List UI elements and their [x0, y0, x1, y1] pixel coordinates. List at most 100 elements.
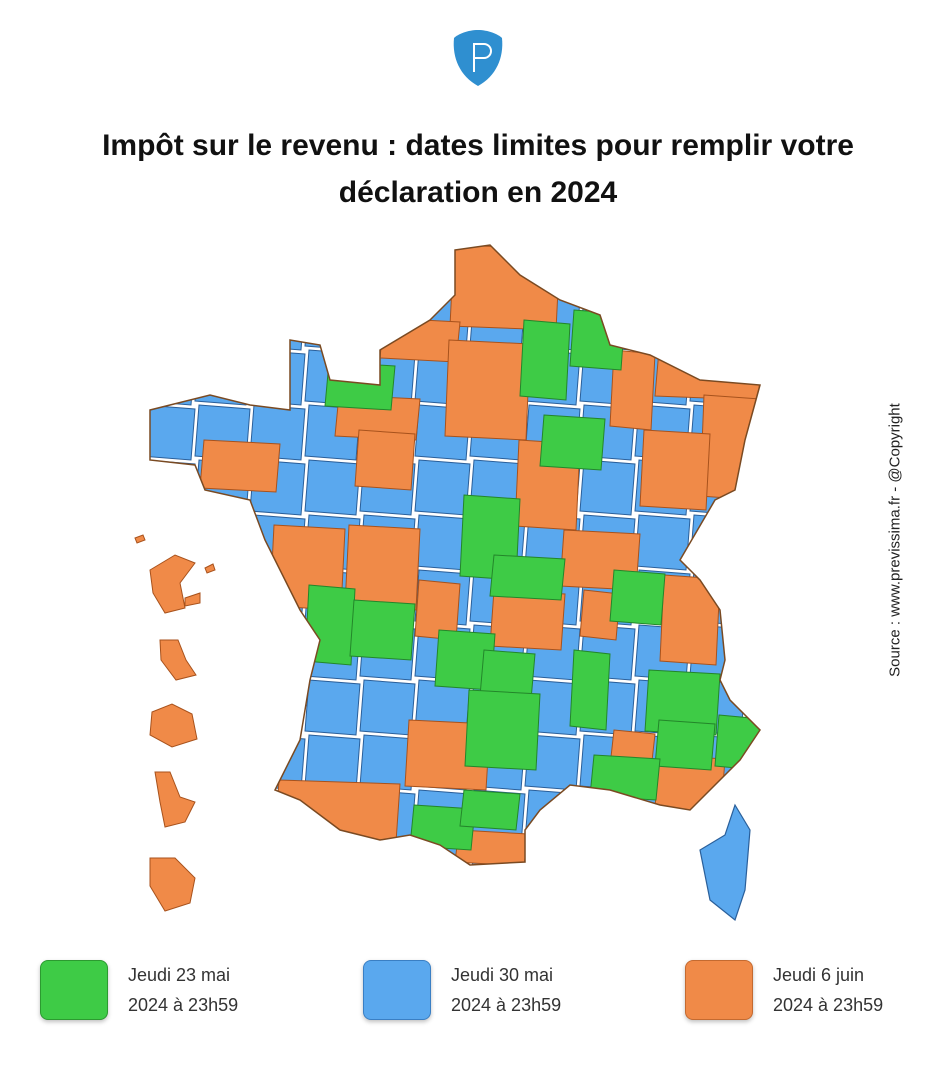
- department-orange: [274, 779, 401, 843]
- department-blue: [744, 569, 760, 626]
- legend-label: 2024 à 23h59: [773, 995, 884, 1015]
- department-blue: [194, 245, 251, 296]
- department-blue: [744, 459, 760, 516]
- department-blue: [634, 844, 691, 865]
- department-blue: [304, 459, 361, 516]
- department-orange: [654, 349, 760, 401]
- legend-swatch-green: [40, 960, 108, 1020]
- department-blue: [744, 294, 760, 351]
- department-orange: [354, 429, 416, 491]
- department-blue: [359, 734, 416, 791]
- department-blue: [150, 459, 196, 516]
- department-blue: [579, 844, 636, 865]
- legend-label: Jeudi 6 juin: [773, 965, 865, 985]
- legend-label: 2024 à 23h59: [128, 995, 239, 1015]
- department-orange: [659, 574, 721, 666]
- corsica: [699, 803, 751, 922]
- department-blue: [689, 514, 746, 571]
- department-green: [609, 569, 666, 626]
- department-blue: [744, 734, 760, 791]
- department-blue: [249, 679, 306, 736]
- department-blue: [359, 679, 416, 736]
- department-blue: [414, 459, 471, 516]
- department-green: [569, 649, 611, 731]
- department-blue: [524, 789, 581, 846]
- department-blue: [150, 245, 196, 296]
- department-blue: [194, 844, 251, 865]
- department-blue: [194, 294, 251, 351]
- department-orange: [454, 829, 529, 865]
- legend-swatch-blue: [363, 960, 431, 1020]
- department-blue: [194, 514, 251, 571]
- overseas-territory: [159, 639, 197, 681]
- department-blue: [194, 624, 251, 681]
- department-blue: [524, 844, 581, 865]
- department-blue: [150, 294, 196, 351]
- department-orange: [639, 429, 711, 511]
- overseas-territory: [204, 563, 216, 574]
- department-green: [569, 309, 626, 371]
- department-blue: [359, 245, 416, 296]
- department-green: [459, 789, 521, 831]
- department-green: [324, 361, 396, 411]
- department-green: [464, 689, 541, 771]
- france-outline: [149, 244, 761, 866]
- department-green: [519, 319, 571, 401]
- department-orange: [579, 589, 621, 641]
- department-blue: [579, 789, 636, 846]
- department-green: [539, 414, 606, 471]
- department-blue: [304, 844, 361, 865]
- department-green: [654, 719, 716, 771]
- department-blue: [304, 679, 361, 736]
- department-blue: [744, 789, 760, 846]
- mainland-france: [150, 245, 760, 865]
- department-blue: [150, 404, 196, 461]
- department-blue: [634, 294, 691, 351]
- department-blue: [249, 624, 306, 681]
- department-blue: [744, 404, 760, 461]
- department-blue: [744, 514, 760, 571]
- department-blue: [249, 245, 306, 296]
- legend-label: Jeudi 23 mai: [128, 965, 231, 985]
- department-green: [349, 599, 416, 661]
- overseas-territories: [134, 534, 216, 912]
- legend-item-30-mai: Jeudi 30 mai 2024 à 23h59: [363, 960, 561, 1020]
- department-blue: [304, 245, 361, 296]
- department-blue: [150, 349, 196, 406]
- department-blue: [304, 294, 361, 351]
- department-green: [489, 554, 566, 601]
- source-credit: Source : www.previssima.fr - @Copyright: [886, 403, 904, 677]
- legend-item-23-mai: Jeudi 23 mai 2024 à 23h59: [40, 960, 238, 1020]
- department-blue: [249, 349, 306, 406]
- overseas-territory: [149, 703, 198, 748]
- overseas-territory: [149, 554, 196, 614]
- department-green: [409, 804, 476, 851]
- legend-label: 2024 à 23h59: [451, 995, 562, 1015]
- overseas-territory: [154, 771, 196, 828]
- france-departments-map: [134, 244, 761, 922]
- department-blue: [744, 245, 760, 296]
- overseas-territory: [134, 534, 146, 544]
- previssima-logo: [453, 30, 503, 86]
- page-title: Impôt sur le revenu : dates limites pour…: [0, 122, 944, 216]
- department-blue: [634, 245, 691, 296]
- overseas-territory: [149, 857, 196, 912]
- legend-swatch-orange: [685, 960, 753, 1020]
- department-blue: [689, 294, 746, 351]
- legend-item-6-juin: Jeudi 6 juin 2024 à 23h59: [685, 960, 883, 1020]
- department-blue: [194, 734, 251, 791]
- department-green: [589, 754, 661, 801]
- title-line-2: déclaration en 2024: [338, 176, 618, 209]
- department-blue: [359, 844, 416, 865]
- department-orange: [344, 524, 421, 611]
- department-blue: [744, 624, 760, 681]
- department-orange: [444, 339, 531, 441]
- department-green: [644, 669, 721, 736]
- legend-label: Jeudi 30 mai: [451, 965, 554, 985]
- department-orange: [199, 439, 281, 493]
- department-blue: [579, 245, 636, 296]
- department-blue: [689, 245, 746, 296]
- department-blue: [194, 789, 251, 846]
- department-orange: [449, 245, 561, 331]
- department-green: [304, 584, 356, 666]
